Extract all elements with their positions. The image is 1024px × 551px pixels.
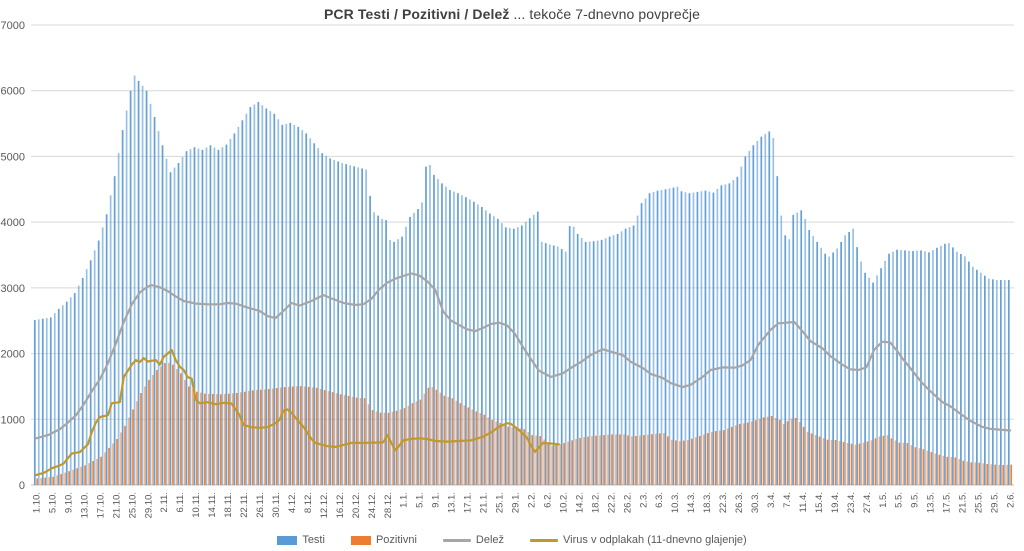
svg-text:21.5.: 21.5. <box>958 492 969 513</box>
svg-text:14.3.: 14.3. <box>686 492 697 513</box>
svg-text:2.2.: 2.2. <box>527 492 538 508</box>
legend-label-delez: Delež <box>475 534 505 546</box>
svg-text:14.11.: 14.11. <box>207 492 218 518</box>
svg-text:13.10.: 13.10. <box>79 492 90 518</box>
svg-text:0: 0 <box>19 480 25 492</box>
svg-text:26.11.: 26.11. <box>255 492 266 518</box>
svg-text:10.11.: 10.11. <box>191 492 202 518</box>
svg-text:19.4.: 19.4. <box>830 492 841 513</box>
svg-text:1.5.: 1.5. <box>878 492 889 508</box>
svg-text:9.1.: 9.1. <box>431 492 442 508</box>
svg-text:3.4.: 3.4. <box>766 492 777 508</box>
svg-text:2.11.: 2.11. <box>159 492 170 512</box>
svg-text:4000: 4000 <box>1 217 25 229</box>
svg-text:22.11.: 22.11. <box>239 492 250 518</box>
svg-text:2.6.: 2.6. <box>1006 492 1017 508</box>
svg-text:18.11.: 18.11. <box>223 492 234 518</box>
svg-text:12.12.: 12.12. <box>319 492 330 518</box>
svg-text:17.10.: 17.10. <box>95 492 106 518</box>
svg-text:29.5.: 29.5. <box>990 492 1001 513</box>
svg-text:2000: 2000 <box>1 349 25 361</box>
svg-text:25.1.: 25.1. <box>495 492 506 513</box>
svg-text:28.12.: 28.12. <box>383 492 394 518</box>
svg-text:13.5.: 13.5. <box>926 492 937 513</box>
legend-label-testi: Testi <box>302 534 325 546</box>
svg-text:10.2.: 10.2. <box>558 492 569 513</box>
svg-text:27.4.: 27.4. <box>862 492 873 513</box>
svg-text:30.11.: 30.11. <box>271 492 282 518</box>
svg-text:5000: 5000 <box>1 151 25 163</box>
legend-label-pozitivni: Pozitivni <box>375 534 417 546</box>
legend-swatch-virus-v-odplakah-icon <box>530 538 559 542</box>
svg-text:9.5.: 9.5. <box>910 492 921 508</box>
svg-text:23.4.: 23.4. <box>846 492 857 513</box>
svg-text:21.1.: 21.1. <box>479 492 490 513</box>
svg-text:1000: 1000 <box>1 414 25 426</box>
legend-label-virus-v-odplakah: Virus v odplakah (11-dnevno glajenje) <box>563 534 747 546</box>
svg-text:6.11.: 6.11. <box>175 492 186 512</box>
svg-text:4.12.: 4.12. <box>287 492 298 513</box>
svg-text:9.10.: 9.10. <box>63 492 74 513</box>
svg-text:5.5.: 5.5. <box>894 492 905 508</box>
legend-item-virus-v-odplakah: Virus v odplakah (11-dnevno glajenje) <box>530 534 747 546</box>
legend-item-pozitivni: Pozitivni <box>350 534 417 546</box>
svg-text:24.12.: 24.12. <box>367 492 378 518</box>
svg-text:1.10.: 1.10. <box>32 492 43 513</box>
svg-text:18.3.: 18.3. <box>702 492 713 513</box>
svg-text:17.5.: 17.5. <box>942 492 953 513</box>
svg-text:7.4.: 7.4. <box>782 492 793 508</box>
svg-text:5.1.: 5.1. <box>415 492 426 508</box>
svg-text:30.3.: 30.3. <box>750 492 761 513</box>
svg-text:21.10.: 21.10. <box>111 492 122 518</box>
svg-text:16.12.: 16.12. <box>335 492 346 518</box>
svg-text:1.1.: 1.1. <box>399 492 410 508</box>
legend-item-testi: Testi <box>277 534 325 546</box>
svg-text:25.10.: 25.10. <box>127 492 138 518</box>
legend: Testi Pozitivni Delež Virus v odplakah (11-… <box>0 534 1024 546</box>
svg-text:25.5.: 25.5. <box>974 492 985 513</box>
svg-text:7000: 7000 <box>1 20 25 32</box>
svg-text:20.12.: 20.12. <box>351 492 362 518</box>
svg-text:6000: 6000 <box>1 86 25 98</box>
svg-text:6.2.: 6.2. <box>543 492 554 508</box>
svg-text:22.3.: 22.3. <box>718 492 729 513</box>
svg-text:13.1.: 13.1. <box>447 492 458 513</box>
svg-text:22.2.: 22.2. <box>606 492 617 513</box>
svg-text:3000: 3000 <box>1 283 25 295</box>
svg-text:26.3.: 26.3. <box>734 492 745 513</box>
svg-text:26.2.: 26.2. <box>622 492 633 513</box>
svg-text:8.12.: 8.12. <box>303 492 314 513</box>
legend-swatch-pozitivni-icon <box>350 535 371 545</box>
legend-item-delez: Delež <box>442 534 505 546</box>
svg-text:6.3.: 6.3. <box>654 492 665 508</box>
svg-text:15.4.: 15.4. <box>814 492 825 513</box>
svg-text:5.10.: 5.10. <box>48 492 59 513</box>
svg-text:14.2.: 14.2. <box>574 492 585 513</box>
svg-text:17.1.: 17.1. <box>463 492 474 513</box>
legend-swatch-testi-icon <box>277 535 298 545</box>
svg-text:10.3.: 10.3. <box>670 492 681 513</box>
legend-swatch-delez-icon <box>442 538 471 542</box>
svg-text:11.4.: 11.4. <box>798 492 809 512</box>
svg-text:2.3.: 2.3. <box>638 492 649 508</box>
svg-text:29.10.: 29.10. <box>143 492 154 518</box>
svg-text:18.2.: 18.2. <box>590 492 601 513</box>
chart-title-subtitle: ... tekoče 7-dnevno povprečje <box>509 6 701 22</box>
chart-title-main: PCR Testi / Pozitivni / Delež <box>323 6 510 22</box>
svg-text:29.1.: 29.1. <box>511 492 522 513</box>
chart-title: PCR Testi / Pozitivni / Delež ... tekoče… <box>0 6 1024 22</box>
